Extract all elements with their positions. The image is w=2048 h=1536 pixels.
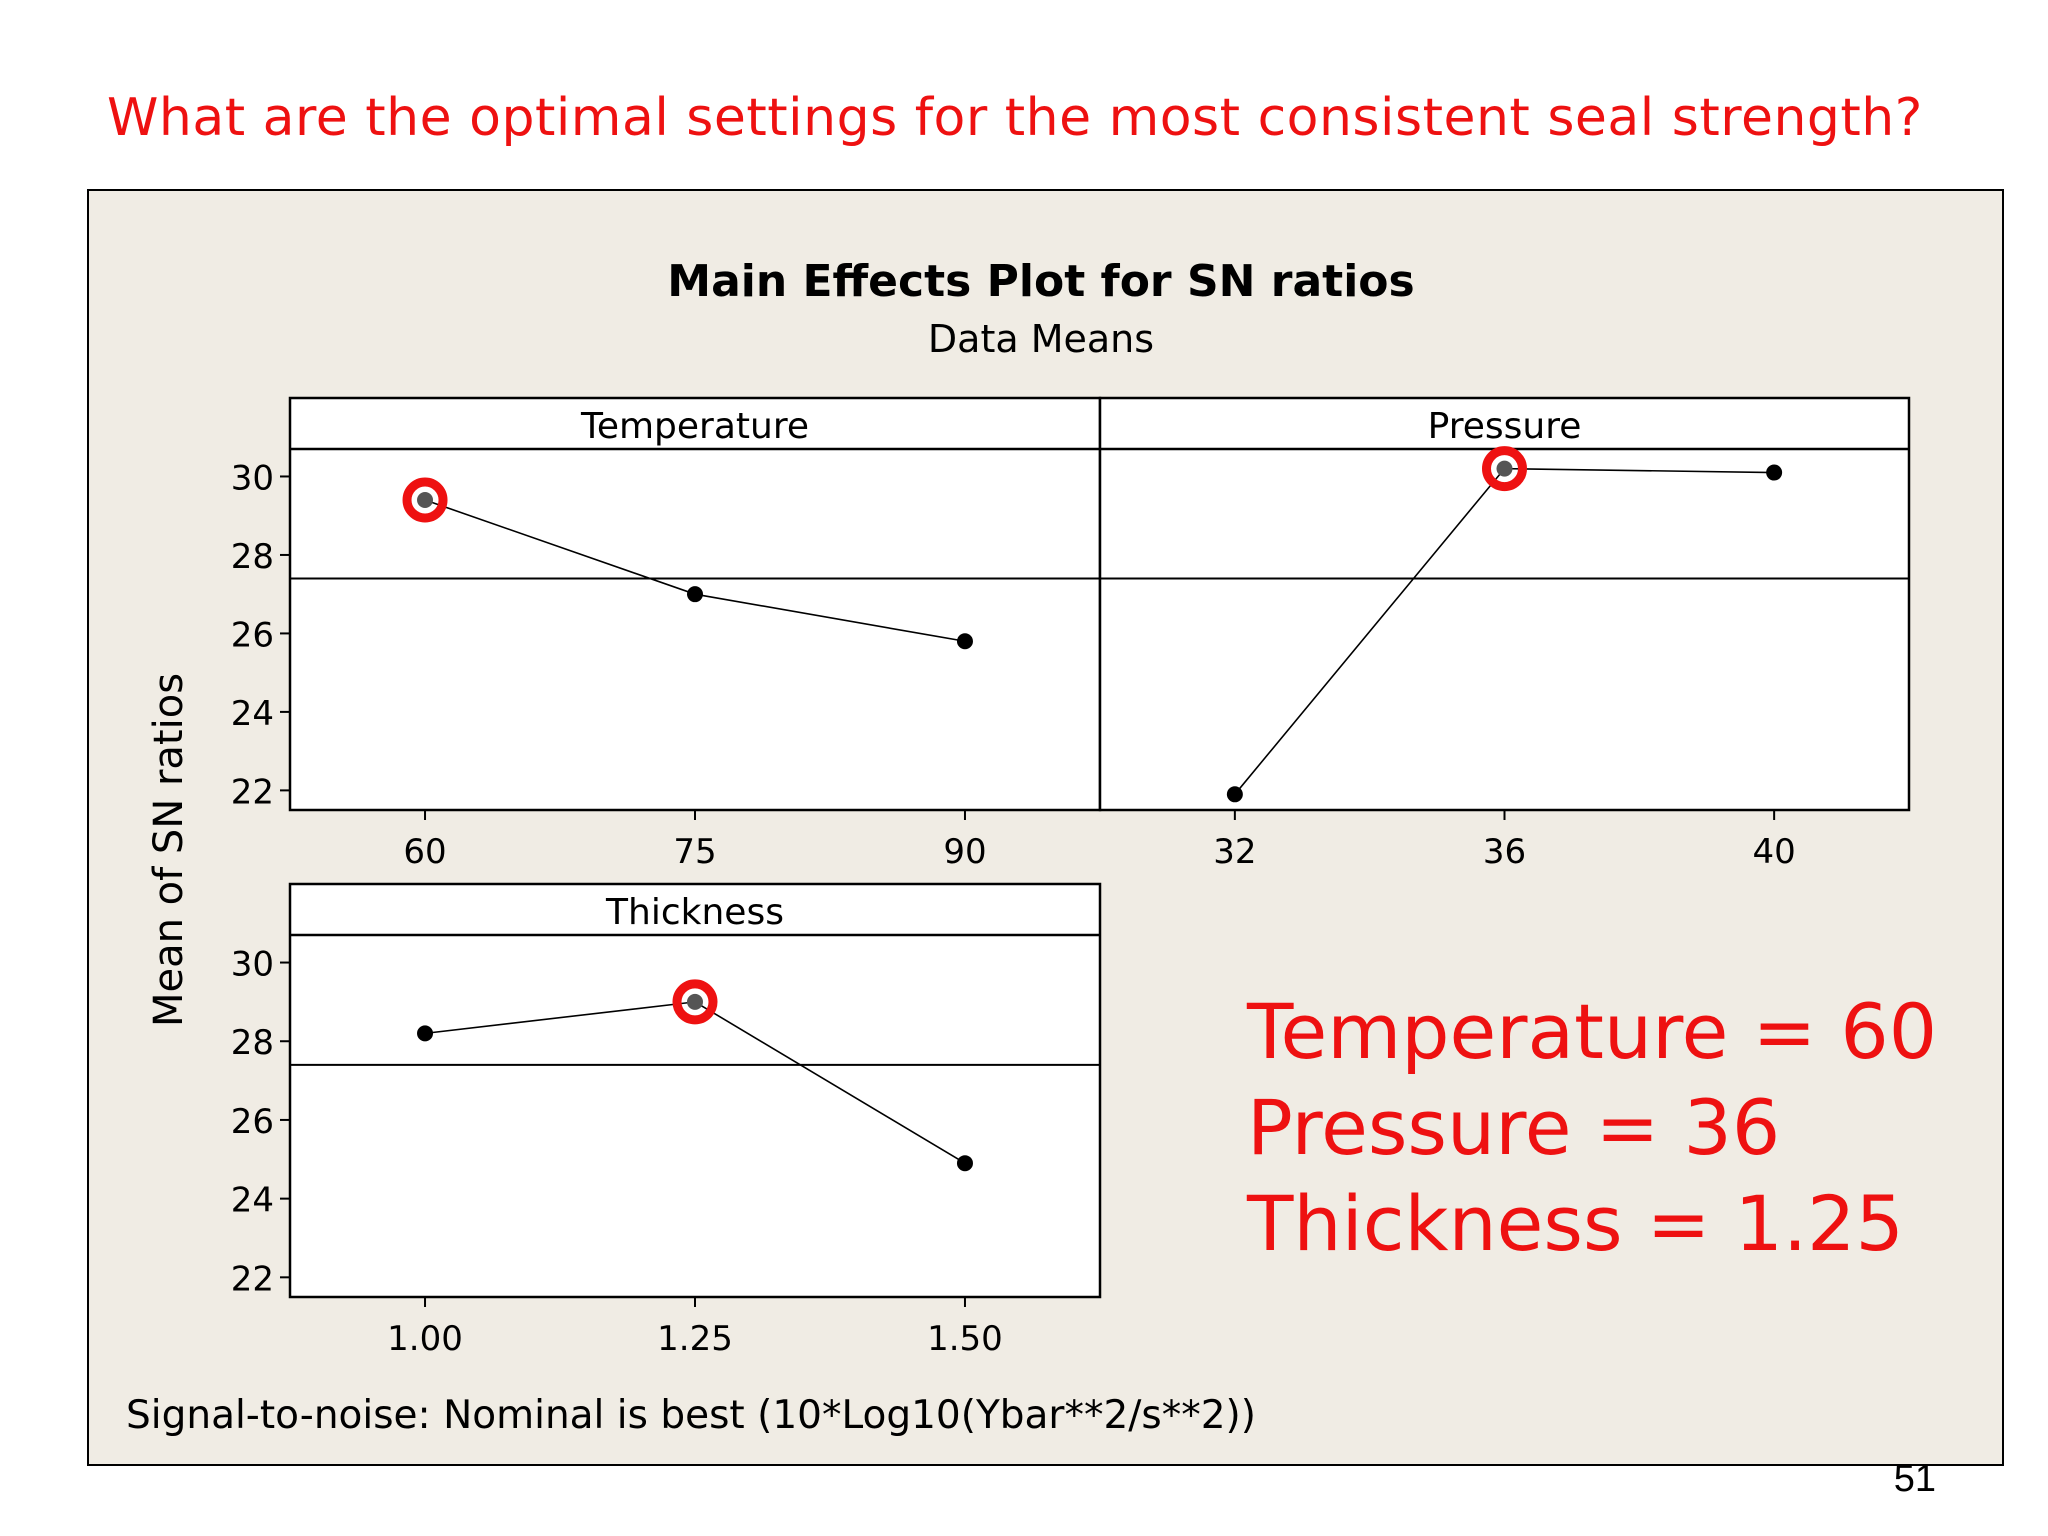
- panel-frame: [1098, 396, 1911, 812]
- data-point: [1766, 464, 1783, 481]
- y-tick-label: 30: [231, 458, 274, 498]
- data-point: [687, 993, 703, 1010]
- y-tick-label: 22: [231, 1259, 274, 1299]
- slide-question: What are the optimal settings for the mo…: [107, 88, 1923, 148]
- answer-line-thickness: Thickness = 1.25: [1246, 1179, 1904, 1268]
- y-tick-label: 24: [231, 1181, 274, 1221]
- y-tick-label: 26: [231, 615, 274, 655]
- y-tick-label: 22: [231, 772, 274, 812]
- data-point: [956, 1155, 973, 1172]
- panel-strip-label: Temperature: [580, 406, 809, 447]
- panel-strip-label: Pressure: [1428, 406, 1582, 447]
- y-tick-label: 24: [231, 694, 274, 734]
- y-tick-label: 28: [231, 537, 274, 577]
- chart-footnote: Signal-to-noise: Nominal is best (10*Log…: [126, 1393, 1256, 1438]
- panel-frame: [288, 882, 1102, 1299]
- y-tick-label: 28: [231, 1023, 274, 1063]
- panel-strip-label: Thickness: [605, 892, 784, 933]
- x-tick-label: 1.25: [657, 1319, 733, 1359]
- y-tick-label: 26: [231, 1102, 274, 1142]
- x-tick-label: 1.00: [387, 1319, 463, 1359]
- data-point: [1496, 460, 1513, 477]
- data-point: [687, 586, 703, 603]
- data-point: [417, 1025, 434, 1042]
- optimal-point-ring: [402, 477, 448, 523]
- optimal-point-ring: [1482, 446, 1527, 492]
- y-tick-label: 30: [231, 945, 274, 985]
- x-tick-label: 60: [403, 832, 446, 872]
- panel-thickness: Thickness 22 24 26 28 30 1.00 1.25 1.50: [231, 882, 1102, 1359]
- panel-pressure: Pressure 32 36 40: [1098, 396, 1911, 872]
- x-tick-label: 32: [1213, 832, 1256, 872]
- data-point: [417, 492, 434, 509]
- page-number: 51: [1893, 1458, 1936, 1500]
- x-tick-label: 1.50: [927, 1319, 1003, 1359]
- optimal-point-ring: [672, 979, 718, 1025]
- chart-subtitle: Data Means: [928, 317, 1154, 361]
- answer-box: Temperature = 60 Pressure = 36 Thickness…: [1246, 987, 1937, 1268]
- data-point: [1226, 786, 1243, 803]
- panel-frame: [288, 396, 1102, 812]
- x-tick-label: 75: [673, 832, 716, 872]
- x-tick-label: 40: [1753, 832, 1796, 872]
- data-point: [956, 633, 973, 650]
- answer-line-temperature: Temperature = 60: [1246, 987, 1937, 1076]
- answer-line-pressure: Pressure = 36: [1247, 1083, 1780, 1172]
- x-tick-label: 36: [1483, 832, 1526, 872]
- panels-group: Temperature 22 24 26 28 30 60 75 90 Pressure 32 36 4…: [231, 396, 1911, 1359]
- panel-temperature: Temperature 22 24 26 28 30 60 75 90: [231, 396, 1102, 872]
- y-axis-label: Mean of SN ratios: [146, 673, 192, 1027]
- x-tick-label: 90: [943, 832, 986, 872]
- chart-title: Main Effects Plot for SN ratios: [667, 256, 1414, 307]
